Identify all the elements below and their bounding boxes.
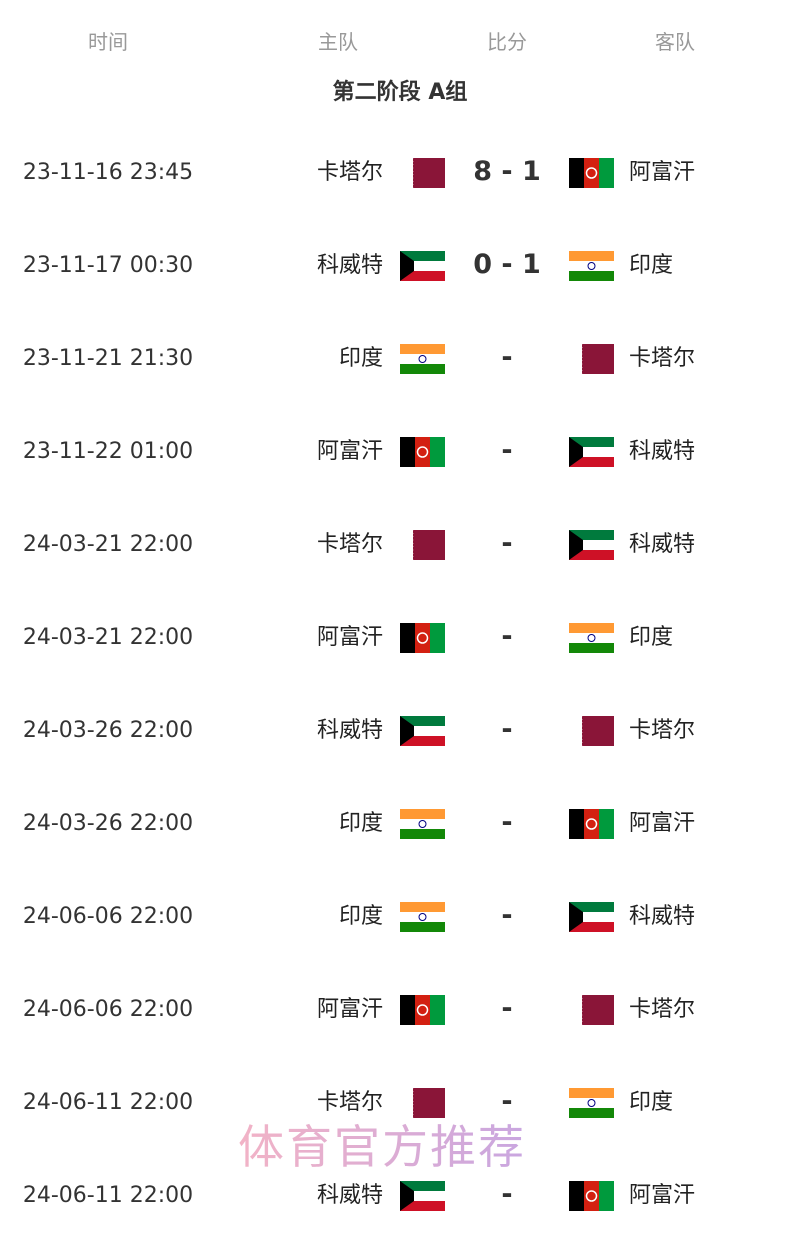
kuwait-flag-icon [400,716,445,750]
kuwait-flag-icon [569,902,614,936]
match-time: 24-06-11 22:00 [22,1183,194,1208]
home-team: 阿富汗 [316,997,383,1022]
match-time: 24-03-21 22:00 [22,532,194,557]
header-away: 客队 [655,30,695,54]
home-team: 卡塔尔 [316,160,383,185]
match-time: 23-11-17 00:30 [22,253,194,278]
match-score: - [501,435,513,466]
match-time: 23-11-16 23:45 [22,160,194,185]
india-flag-icon [569,1088,614,1122]
match-score: - [501,528,513,559]
away-team: 印度 [629,625,674,650]
home-team: 阿富汗 [316,625,383,650]
match-row[interactable]: 24-03-26 22:00 科威特 - 卡塔尔 [0,711,800,751]
kuwait-flag-icon [400,251,445,285]
afghanistan-flag-icon [400,623,445,657]
match-time: 24-06-06 22:00 [22,997,194,1022]
match-score: 0 - 1 [473,249,541,280]
home-team: 科威特 [316,1183,383,1208]
match-score: - [501,807,513,838]
qatar-flag-icon [569,716,614,750]
qatar-flag-icon [400,530,445,564]
india-flag-icon [400,344,445,378]
away-team: 卡塔尔 [629,346,696,371]
india-flag-icon [400,809,445,843]
home-team: 印度 [338,904,383,929]
home-team: 卡塔尔 [316,1090,383,1115]
match-time: 24-03-26 22:00 [22,811,194,836]
match-row[interactable]: 23-11-17 00:30 科威特 0 - 1 印度 [0,246,800,286]
qatar-flag-icon [400,158,445,192]
match-score: - [501,993,513,1024]
match-row[interactable]: 24-06-06 22:00 阿富汗 - 卡塔尔 [0,990,800,1030]
match-row[interactable]: 24-06-06 22:00 印度 - 科威特 [0,897,800,937]
header-time: 时间 [88,30,128,54]
match-time: 24-03-26 22:00 [22,718,194,743]
away-team: 阿富汗 [629,1183,696,1208]
home-team: 阿富汗 [316,439,383,464]
group-title: 第二阶段 A组 [332,80,468,105]
home-team: 科威特 [316,718,383,743]
match-score: 8 - 1 [473,156,541,187]
away-team: 卡塔尔 [629,997,696,1022]
match-time: 24-03-21 22:00 [22,625,194,650]
afghanistan-flag-icon [400,995,445,1029]
qatar-flag-icon [400,1088,445,1122]
match-score: - [501,1179,513,1210]
match-row[interactable]: 24-06-11 22:00 卡塔尔 - 印度 [0,1083,800,1123]
qatar-flag-icon [569,995,614,1029]
match-row[interactable]: 24-03-26 22:00 印度 - 阿富汗 [0,804,800,844]
away-team: 科威特 [629,532,696,557]
away-team: 卡塔尔 [629,718,696,743]
home-team: 卡塔尔 [316,532,383,557]
match-row[interactable]: 23-11-22 01:00 阿富汗 - 科威特 [0,432,800,472]
afghanistan-flag-icon [569,158,614,192]
match-score: - [501,714,513,745]
away-team: 阿富汗 [629,811,696,836]
kuwait-flag-icon [569,530,614,564]
match-time: 23-11-22 01:00 [22,439,194,464]
match-row[interactable]: 23-11-21 21:30 印度 - 卡塔尔 [0,339,800,379]
away-team: 印度 [629,1090,674,1115]
header-score: 比分 [487,30,527,54]
watermark: 体育官方推荐 [238,1120,526,1174]
home-team: 印度 [338,811,383,836]
header-home: 主队 [318,30,358,54]
away-team: 印度 [629,253,674,278]
away-team: 科威特 [629,439,696,464]
match-row[interactable]: 23-11-16 23:45 卡塔尔 8 - 1 阿富汗 [0,153,800,193]
match-row[interactable]: 24-03-21 22:00 卡塔尔 - 科威特 [0,525,800,565]
india-flag-icon [569,251,614,285]
match-row[interactable]: 24-06-11 22:00 科威特 - 阿富汗 [0,1176,800,1216]
match-time: 24-06-11 22:00 [22,1090,194,1115]
match-score: - [501,1086,513,1117]
india-flag-icon [569,623,614,657]
match-score: - [501,621,513,652]
india-flag-icon [400,902,445,936]
afghanistan-flag-icon [569,1181,614,1215]
kuwait-flag-icon [569,437,614,471]
home-team: 科威特 [316,253,383,278]
match-time: 24-06-06 22:00 [22,904,194,929]
home-team: 印度 [338,346,383,371]
qatar-flag-icon [569,344,614,378]
match-score: - [501,900,513,931]
away-team: 阿富汗 [629,160,696,185]
match-time: 23-11-21 21:30 [22,346,194,371]
match-score: - [501,342,513,373]
away-team: 科威特 [629,904,696,929]
match-row[interactable]: 24-03-21 22:00 阿富汗 - 印度 [0,618,800,658]
afghanistan-flag-icon [569,809,614,843]
afghanistan-flag-icon [400,437,445,471]
kuwait-flag-icon [400,1181,445,1215]
